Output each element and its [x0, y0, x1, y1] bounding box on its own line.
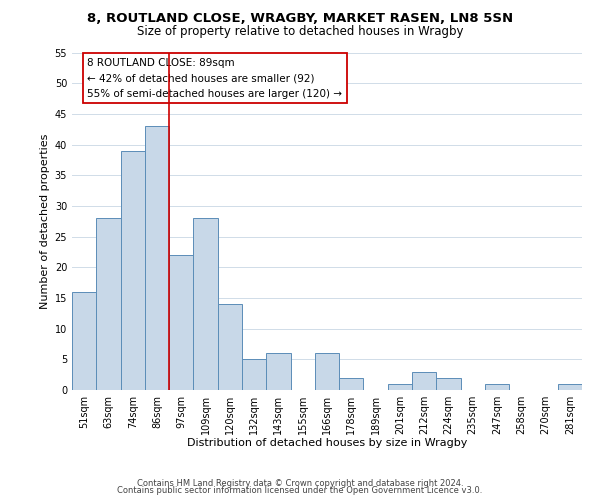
- Bar: [193, 218, 218, 390]
- Bar: [96, 218, 121, 390]
- Text: Size of property relative to detached houses in Wragby: Size of property relative to detached ho…: [137, 25, 463, 38]
- Bar: [72, 292, 96, 390]
- Bar: [485, 384, 509, 390]
- Bar: [266, 353, 290, 390]
- Text: Contains public sector information licensed under the Open Government Licence v3: Contains public sector information licen…: [118, 486, 482, 495]
- Bar: [436, 378, 461, 390]
- Bar: [145, 126, 169, 390]
- Bar: [558, 384, 582, 390]
- Bar: [388, 384, 412, 390]
- Bar: [315, 353, 339, 390]
- Bar: [242, 360, 266, 390]
- Text: 8, ROUTLAND CLOSE, WRAGBY, MARKET RASEN, LN8 5SN: 8, ROUTLAND CLOSE, WRAGBY, MARKET RASEN,…: [87, 12, 513, 26]
- Bar: [412, 372, 436, 390]
- Y-axis label: Number of detached properties: Number of detached properties: [40, 134, 50, 309]
- X-axis label: Distribution of detached houses by size in Wragby: Distribution of detached houses by size …: [187, 438, 467, 448]
- Bar: [169, 255, 193, 390]
- Bar: [218, 304, 242, 390]
- Text: 8 ROUTLAND CLOSE: 89sqm
← 42% of detached houses are smaller (92)
55% of semi-de: 8 ROUTLAND CLOSE: 89sqm ← 42% of detache…: [88, 58, 342, 99]
- Bar: [121, 150, 145, 390]
- Bar: [339, 378, 364, 390]
- Text: Contains HM Land Registry data © Crown copyright and database right 2024.: Contains HM Land Registry data © Crown c…: [137, 478, 463, 488]
